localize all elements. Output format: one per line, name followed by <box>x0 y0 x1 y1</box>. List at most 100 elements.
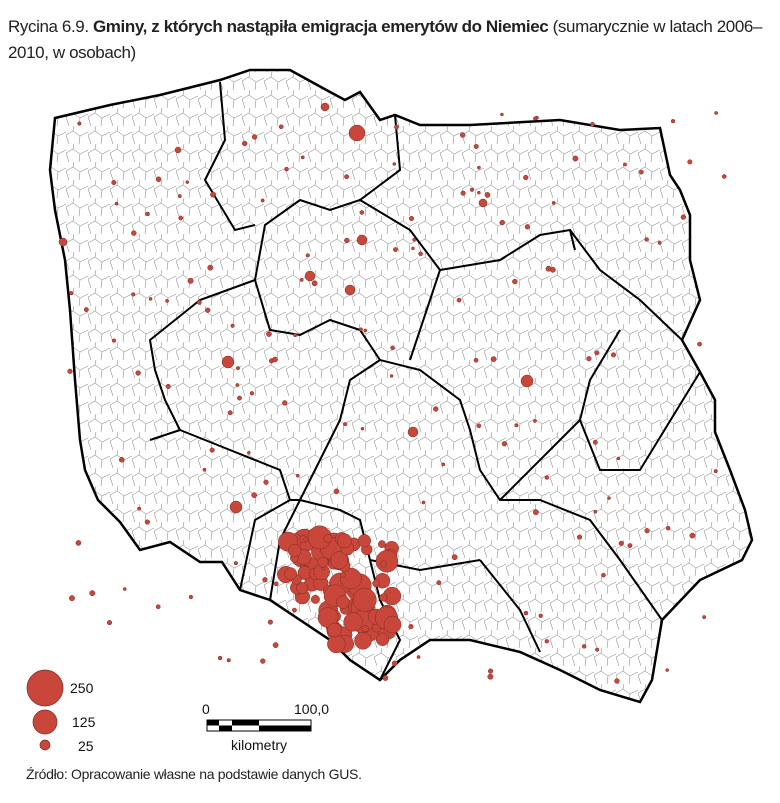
emigration-symbol <box>148 297 153 301</box>
emigration-symbol <box>122 587 127 591</box>
emigration-symbol <box>473 143 479 150</box>
emigration-symbol <box>303 536 309 542</box>
emigration-symbol <box>533 116 537 121</box>
emigration-symbol <box>459 132 466 138</box>
figure-title-note: (sumarycznie w latach 2006–2010, w osoba… <box>8 17 763 62</box>
emigration-symbol <box>352 587 377 612</box>
emigration-symbol <box>665 525 671 531</box>
emigration-symbol <box>209 447 215 453</box>
emigration-symbol <box>293 333 298 338</box>
emigration-symbol <box>263 479 269 485</box>
scale-start: 0 <box>202 701 210 717</box>
emigration-symbol <box>235 383 240 387</box>
emigration-symbol <box>392 162 397 166</box>
figure-number: Rycina 6.9. <box>8 17 89 36</box>
emigration-symbol <box>348 124 366 142</box>
emigration-symbol <box>131 292 136 297</box>
emigration-symbol <box>249 391 255 396</box>
emigration-symbol <box>310 594 320 604</box>
emigration-symbol <box>106 620 113 626</box>
emigration-symbol <box>572 155 579 162</box>
legend <box>26 669 64 751</box>
emigration-symbol <box>118 456 125 463</box>
emigration-symbol <box>291 607 297 613</box>
emigration-symbol <box>408 624 414 630</box>
emigration-symbol <box>544 475 550 480</box>
emigration-symbol <box>391 660 398 667</box>
emigration-symbol <box>545 265 552 272</box>
emigration-symbol <box>627 543 633 549</box>
emigration-symbol <box>305 253 310 258</box>
emigration-symbol <box>165 383 171 390</box>
emigration-symbol <box>236 366 240 371</box>
emigration-symbol <box>512 278 518 285</box>
emigration-symbol <box>382 675 389 681</box>
emigration-symbol <box>460 190 466 196</box>
emigration-symbol <box>340 567 362 590</box>
emigration-symbol <box>544 639 549 644</box>
emigration-symbol <box>230 323 235 328</box>
emigration-symbol <box>595 647 600 652</box>
source-note: Źródło: Opracowanie własne na podstawie … <box>26 766 362 782</box>
emigration-symbol <box>247 451 251 455</box>
emigration-symbol <box>680 214 687 220</box>
emigration-symbol <box>359 210 365 215</box>
emigration-symbol <box>357 534 371 548</box>
emigration-symbol <box>592 439 598 445</box>
emigration-symbols <box>58 102 727 684</box>
emigration-symbol <box>267 619 273 625</box>
emigration-symbol <box>327 634 346 654</box>
emigration-symbol <box>473 357 479 363</box>
emigration-symbol <box>478 198 488 208</box>
emigration-symbol <box>343 612 363 632</box>
emigration-symbol <box>145 211 150 217</box>
emigration-symbol <box>174 146 182 154</box>
emigration-symbol <box>713 469 718 474</box>
emigration-symbol <box>477 165 481 170</box>
legend-symbol-250 <box>26 669 64 707</box>
emigration-symbol <box>416 655 421 659</box>
emigration-symbol <box>533 419 537 423</box>
emigration-symbol <box>77 121 82 126</box>
emigration-symbol <box>344 284 356 296</box>
emigration-symbol <box>501 441 508 447</box>
emigration-symbol <box>433 406 439 412</box>
emigration-symbol <box>144 519 150 525</box>
emigration-symbol <box>689 532 696 539</box>
emigration-symbol <box>260 658 266 664</box>
emigration-symbol <box>390 345 395 351</box>
emigration-symbol <box>436 580 442 586</box>
emigration-symbol <box>523 610 529 616</box>
emigration-symbol <box>490 356 497 362</box>
emigration-symbol <box>58 237 68 247</box>
emigration-symbol <box>363 328 368 333</box>
emigration-symbol <box>233 561 238 566</box>
emigration-symbol <box>451 554 458 561</box>
emigration-symbol <box>360 426 365 431</box>
emigration-symbol <box>320 102 330 112</box>
emigration-symbol <box>251 492 258 498</box>
scale-unit: kilometry <box>231 737 288 753</box>
emigration-symbol <box>273 581 279 587</box>
legend-label-250: 250 <box>70 680 94 696</box>
emigration-symbol <box>657 240 662 245</box>
legend-label-25: 25 <box>78 738 94 754</box>
emigration-symbol <box>623 162 627 167</box>
emigration-symbol <box>237 395 242 401</box>
emigration-symbol <box>378 540 386 548</box>
emigration-symbol <box>155 604 161 610</box>
emigration-symbol <box>538 613 543 618</box>
emigration-symbol <box>205 307 211 313</box>
emigration-symbol <box>251 134 258 140</box>
emigration-symbol <box>262 577 268 583</box>
emigration-symbol <box>593 509 598 514</box>
emigration-symbol <box>295 473 300 478</box>
emigration-symbol <box>702 615 707 620</box>
emigration-symbol <box>379 593 388 602</box>
emigration-symbol <box>278 124 284 130</box>
emigration-symbol <box>697 341 702 347</box>
emigration-symbol <box>407 426 419 438</box>
emigration-symbol <box>714 111 719 115</box>
emigration-symbol <box>576 534 583 540</box>
emigration-symbol <box>514 423 519 428</box>
